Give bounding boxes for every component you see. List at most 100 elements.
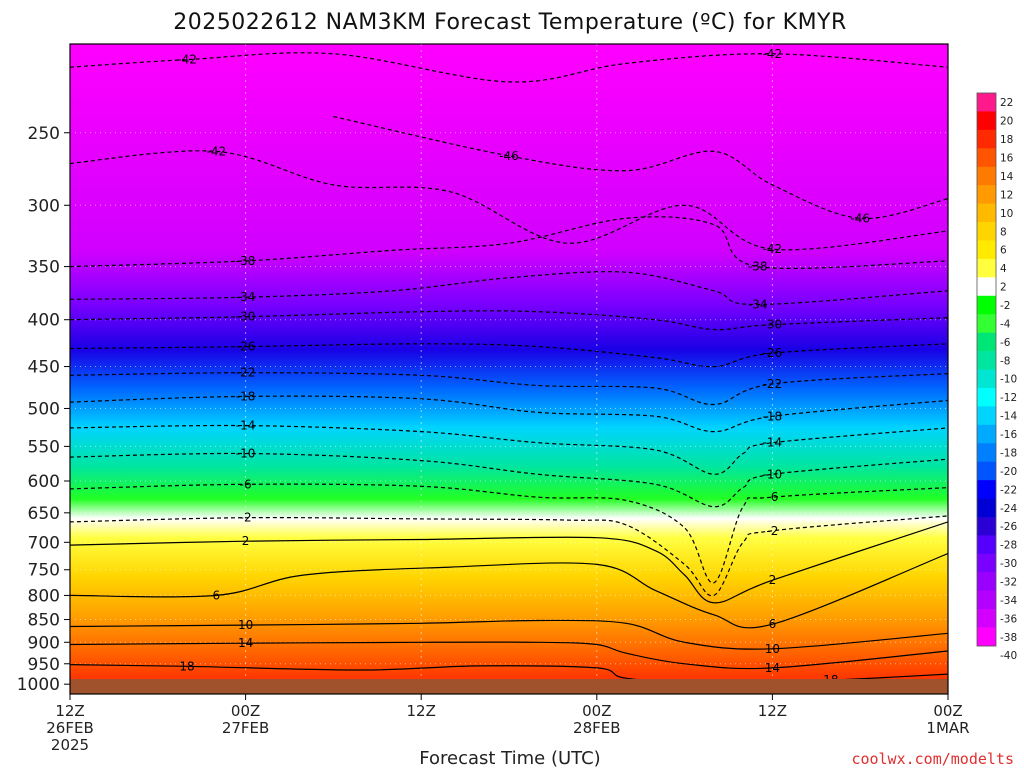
isotherm-label: -26 [236, 340, 256, 354]
colorbar-frame [976, 92, 997, 647]
colorbar-swatch [977, 222, 996, 241]
isotherm--2 [70, 515, 948, 597]
x-tick-label: 28FEB [573, 719, 620, 737]
isotherm-label: -42 [763, 47, 783, 61]
isotherm-label: -18 [236, 389, 256, 403]
isotherm--10 [70, 452, 948, 508]
colorbar-swatch [977, 572, 996, 591]
chart-title: 2025022612 NAM3KM Forecast Temperature (… [173, 10, 847, 35]
isotherm--22 [70, 372, 948, 406]
colorbar-swatch [977, 332, 996, 352]
colorbar-swatch [977, 443, 996, 462]
colorbar-label: 10 [1000, 208, 1013, 220]
x-tick-label: 00Z [231, 702, 260, 720]
y-tick-label: 950 [28, 655, 60, 675]
colorbar-swatch [977, 480, 996, 499]
isotherm-10 [70, 619, 948, 650]
x-tick-label: 12Z [758, 702, 787, 720]
isotherm-label: -6 [766, 490, 778, 504]
colorbar-label: -40 [1000, 650, 1017, 662]
isotherm--6 [70, 483, 948, 584]
pressure-axis: 2503003504004505005506006507007508008509… [17, 124, 70, 695]
isotherm-label: -42 [177, 53, 197, 67]
isotherm-label: -34 [748, 298, 768, 312]
temperature-field [70, 44, 948, 694]
colorbar-swatch [977, 240, 996, 260]
colorbar-swatch [977, 424, 996, 444]
colorbar-swatch [977, 387, 996, 407]
colorbar-label: -4 [1000, 318, 1011, 330]
y-tick-label: 700 [28, 533, 60, 553]
y-tick-label: 400 [28, 311, 60, 331]
colorbar-label: 12 [1000, 189, 1013, 201]
colorbar-label: 16 [1000, 153, 1014, 165]
x-tick-label: 2025 [51, 736, 89, 754]
x-tick-label: 26FEB [46, 719, 93, 737]
colorbar-swatch [977, 516, 996, 536]
colorbar-swatch [977, 166, 996, 186]
isotherm-label: -34 [236, 290, 256, 304]
plot-frame [69, 43, 949, 695]
colorbar-label: -34 [1000, 595, 1017, 607]
colorbar-swatch [977, 111, 996, 131]
isotherm-label: 18 [179, 659, 194, 673]
colorbar-swatch [977, 498, 996, 518]
x-tick-label: 12Z [407, 702, 436, 720]
colorbar-label: -16 [1000, 429, 1017, 441]
plot-area: -42 -42-46-46-42-42-38 -38-34-34-30-30-26-… [69, 43, 949, 695]
x-tick-label: 12Z [55, 702, 84, 720]
x-tick-label: 1MAR [926, 719, 969, 737]
colorbar-swatch [977, 351, 996, 370]
x-axis-label: Forecast Time (UTC) [419, 748, 600, 768]
colorbar-label: 22 [1000, 97, 1013, 109]
y-tick-label: 900 [28, 633, 60, 653]
isotherm-label: 10 [765, 642, 780, 656]
colorbar-label: -2 [1000, 300, 1010, 312]
colorbar-label: -10 [1000, 374, 1017, 386]
colorbar-swatch [977, 461, 996, 481]
isotherm-label: -42 [207, 144, 227, 158]
isotherm--26 [70, 343, 948, 368]
isotherm-14 [70, 641, 948, 670]
x-tick-label: 00Z [933, 702, 962, 720]
isotherm-label: -42 [763, 242, 783, 256]
credit-text: coolwx.com/modelts [851, 750, 1014, 768]
isotherm-label: -14 [763, 436, 783, 450]
colorbar-swatch [977, 406, 996, 426]
y-tick-label: 800 [28, 586, 60, 606]
isotherm-label: 6 [769, 617, 777, 631]
colorbar-swatch [977, 627, 996, 647]
isotherm-label: -2 [240, 511, 252, 525]
isotherm-label: -22 [763, 377, 783, 391]
colorbar-swatch [977, 258, 996, 278]
isotherm-2 [70, 521, 948, 604]
colorbar-swatch [977, 277, 996, 297]
isotherm--46 [333, 115, 948, 219]
y-tick-label: 650 [28, 504, 60, 524]
isotherm-label: 2 [242, 534, 250, 548]
colorbar-label: -38 [1000, 632, 1017, 644]
isotherm-label: 2 [769, 573, 777, 587]
isotherm-label: -46 [850, 211, 870, 225]
isotherm--42 [70, 150, 948, 251]
colorbar-swatch [977, 535, 996, 555]
isotherm-contours: -42 -42-46-46-42-42-38 -38-34-34-30-30-26-… [70, 47, 948, 687]
y-tick-label: 450 [28, 358, 60, 378]
ground-below-surface [70, 679, 948, 694]
isotherm--42 [70, 52, 948, 83]
isotherm-label: -6 [240, 477, 252, 491]
y-tick-label: 850 [28, 611, 60, 631]
isotherm-label: 6 [213, 588, 221, 602]
colorbar-label: -32 [1000, 576, 1017, 588]
isotherm--30 [70, 310, 948, 331]
colorbar-label: 20 [1000, 116, 1013, 128]
isotherm-label: -10 [236, 447, 256, 461]
isotherm--38 [70, 216, 948, 270]
colorbar-label: -6 [1000, 337, 1011, 349]
colorbar-swatch [977, 369, 996, 389]
x-tick-label: 00Z [582, 702, 611, 720]
colorbar-legend: 22 20 18 16 14 12 10 8 6 4 2 -2 -4 -6 -8 -10 -12 -14 -16 -1… [976, 92, 1017, 662]
y-tick-label: 750 [28, 561, 60, 581]
isotherm-label: -46 [499, 149, 519, 163]
